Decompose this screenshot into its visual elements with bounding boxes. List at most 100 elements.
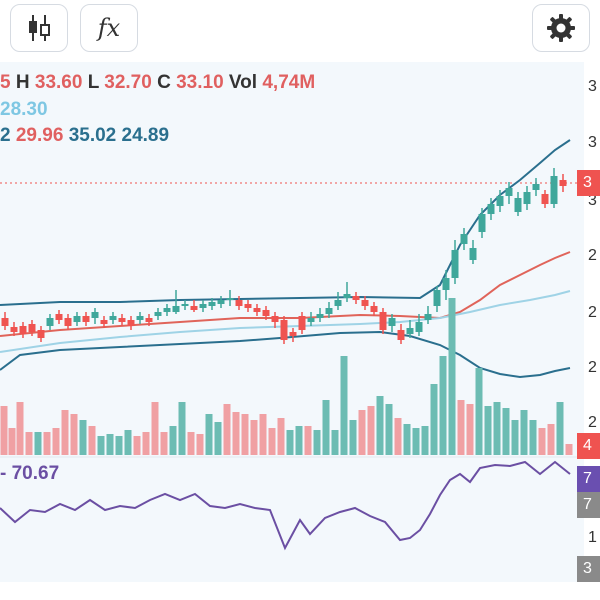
candle-body <box>262 310 270 316</box>
last-price-tag: 3 <box>577 170 600 196</box>
low-label: L <box>87 72 99 93</box>
candle-body <box>10 327 18 332</box>
moving-average-red-line <box>0 251 571 337</box>
candle-body <box>424 314 432 320</box>
fx-label: fx <box>97 14 121 42</box>
volume-bar <box>511 420 519 455</box>
candle-body <box>532 184 540 190</box>
candle-body <box>46 318 54 326</box>
volume-bar <box>160 432 168 455</box>
volume-bar <box>70 414 78 455</box>
candle-body <box>505 188 513 196</box>
open-value-fragment: 5 <box>0 72 11 93</box>
volume-bar <box>124 430 132 455</box>
candlestick-chart-icon <box>29 15 50 41</box>
candle-body <box>397 330 405 340</box>
candle-body <box>361 300 369 306</box>
candle-body <box>406 328 414 334</box>
price-axis-label: 2 <box>588 359 597 376</box>
rsi-legend: - 70.67 <box>0 463 59 485</box>
volume-bar <box>259 414 267 455</box>
candle-body <box>316 314 324 318</box>
candle-body <box>415 322 423 332</box>
candle-body <box>244 304 252 308</box>
volume-bar <box>277 418 285 455</box>
candle-body <box>55 314 63 320</box>
volume-bar <box>223 404 231 455</box>
candle-body <box>19 326 27 334</box>
candle-body <box>163 308 171 312</box>
volume-bar <box>466 404 474 455</box>
bollinger-lower-line <box>0 330 571 379</box>
price-axis-label: 2 <box>588 304 597 321</box>
volume-bar <box>25 432 33 455</box>
candle-body <box>379 312 387 330</box>
low-value: 32.70 <box>104 72 152 93</box>
candle-body <box>91 312 99 318</box>
volume-bar <box>349 420 357 455</box>
candle-body <box>199 304 207 308</box>
volume-bar <box>385 404 393 455</box>
settings-button[interactable] <box>532 4 590 52</box>
candle-body <box>1 318 9 326</box>
candle-body <box>352 296 360 300</box>
volume-bar <box>106 434 114 455</box>
volume-bar <box>367 406 375 455</box>
volume-bar <box>34 432 42 455</box>
candle-body <box>460 234 468 244</box>
chart-type-button[interactable] <box>10 4 68 52</box>
chart-area[interactable] <box>0 62 584 582</box>
candle-body <box>334 300 342 306</box>
price-chart-canvas[interactable] <box>0 62 584 582</box>
volume-bar <box>52 428 60 455</box>
candle-body <box>28 324 36 332</box>
volume-bar <box>457 400 465 455</box>
last-volume-tag: 4 <box>577 433 600 459</box>
volume-bar <box>8 428 16 455</box>
volume-bar <box>16 402 24 455</box>
rsi-fragment: - <box>0 463 7 484</box>
indicators-button[interactable]: fx <box>80 4 138 52</box>
candle-body <box>469 248 477 260</box>
candle-body <box>523 192 531 204</box>
candle-body <box>442 278 450 290</box>
volume-bar <box>250 420 258 455</box>
volume-bar <box>331 430 339 455</box>
candle-body <box>280 320 288 340</box>
volume-bar <box>97 436 105 455</box>
volume-bar <box>376 396 384 455</box>
volume-bar <box>187 432 195 455</box>
candle-body <box>325 308 333 314</box>
ma-value: 28.30 <box>0 99 48 120</box>
candle-body <box>136 316 144 320</box>
volume-bar <box>178 402 186 455</box>
ma-legend: 28.30 <box>0 99 48 121</box>
candle-body <box>514 198 522 212</box>
volume-bar <box>502 408 510 455</box>
candle-body <box>433 290 441 306</box>
candle-body <box>343 294 351 298</box>
volume-bar <box>151 402 159 455</box>
candle-body <box>487 204 495 214</box>
candle-body <box>145 318 153 322</box>
volume-bar <box>79 420 87 455</box>
rsi-line <box>0 460 571 551</box>
volume-bar <box>241 414 249 455</box>
candle-body <box>235 300 243 306</box>
candle-body <box>559 180 567 186</box>
volume-bar <box>403 424 411 455</box>
volume-bar <box>448 298 456 455</box>
volume-bar <box>313 430 321 455</box>
volume-bar <box>268 428 276 455</box>
volume-label: Vol <box>228 72 258 93</box>
candle-body <box>307 318 315 322</box>
volume-bar <box>394 418 402 455</box>
bollinger-legend: 2 29.96 35.02 24.89 <box>0 125 169 147</box>
price-axis-label: 3 <box>588 134 597 151</box>
candle-body <box>127 320 135 326</box>
high-value: 33.60 <box>34 72 83 93</box>
rsi-value-tag: 7 <box>577 466 600 492</box>
high-label: H <box>15 72 30 93</box>
volume-bar <box>61 410 69 455</box>
candle-body <box>73 316 81 322</box>
